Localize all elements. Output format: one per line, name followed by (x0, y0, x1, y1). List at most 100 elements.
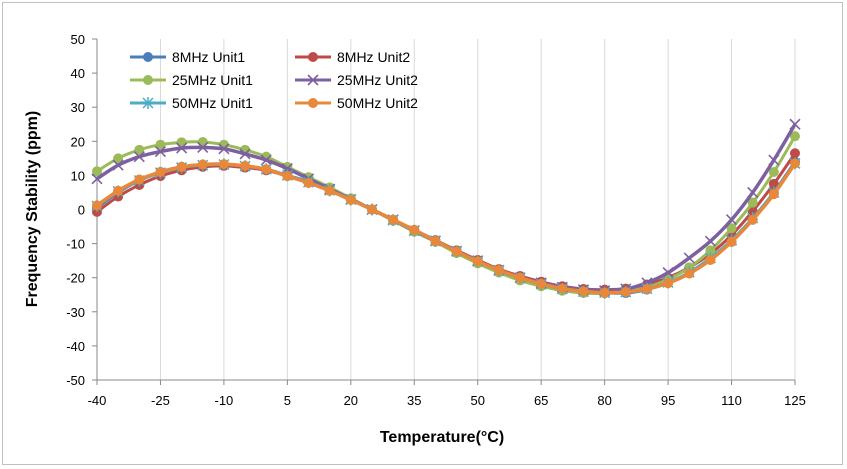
marker-stroke (154, 145, 167, 158)
y-tick-label: 10 (71, 168, 85, 183)
legend-marker (143, 75, 153, 85)
x-tick-label: 65 (534, 393, 548, 408)
data-point (218, 143, 230, 155)
legend-item: 8MHz Unit1 (130, 49, 245, 65)
x-tick-label: -10 (215, 393, 234, 408)
data-point (493, 265, 504, 276)
data-point (239, 148, 251, 160)
marker-stroke (789, 118, 801, 130)
legend-label: 50MHz Unit2 (337, 95, 418, 111)
y-tick-label: -40 (66, 339, 85, 354)
data-point (726, 223, 737, 234)
plot-area (91, 118, 801, 299)
data-point (472, 256, 483, 267)
data-point (324, 185, 335, 196)
data-point (261, 164, 272, 175)
data-point (768, 166, 779, 177)
data-point (197, 141, 209, 154)
x-axis-label: Temperature(°C) (380, 429, 504, 446)
data-point (663, 278, 674, 289)
data-point (641, 283, 652, 294)
y-tick-label: 30 (71, 100, 85, 115)
legend: 8MHz Unit1 8MHz Unit2 25MHz Unit1 25MHz Uni… (130, 49, 418, 111)
data-point (726, 236, 737, 247)
data-point (260, 154, 272, 166)
data-point (768, 189, 779, 200)
y-tick-label: -20 (66, 271, 85, 286)
marker-stroke (307, 74, 319, 86)
y-tick-label: 0 (78, 203, 85, 218)
legend-marker (308, 52, 318, 62)
x-tick-label: 20 (344, 393, 358, 408)
axes (92, 38, 796, 385)
legend-item: 25MHz Unit1 (130, 72, 253, 88)
data-point (725, 214, 738, 226)
data-point (176, 142, 188, 154)
x-tick-label: 50 (470, 393, 484, 408)
marker-stroke (218, 143, 230, 155)
data-point (303, 177, 314, 188)
data-point (155, 139, 166, 150)
marker-stroke (176, 142, 188, 154)
y-tick-label: -10 (66, 237, 85, 252)
x-tick-label: 80 (597, 393, 611, 408)
marker-stroke (683, 252, 695, 264)
legend-item: 25MHz Unit2 (295, 72, 418, 88)
data-point (134, 144, 145, 155)
x-tick-label: 5 (284, 393, 291, 408)
marker-stroke (747, 186, 759, 199)
data-point (388, 214, 399, 225)
y-tick-label: 20 (71, 134, 85, 149)
data-point (768, 154, 780, 166)
marker-stroke (133, 151, 145, 163)
marker-stroke (91, 173, 103, 185)
data-point (345, 194, 356, 205)
data-point (683, 252, 695, 264)
data-point (430, 235, 441, 246)
x-tick-label: -40 (88, 393, 107, 408)
data-point (599, 287, 610, 298)
legend-item: 50MHz Unit1 (130, 95, 253, 111)
legend-label: 25MHz Unit2 (337, 72, 418, 88)
marker-stroke (725, 214, 738, 226)
data-point (113, 153, 124, 164)
legend-item: 8MHz Unit2 (295, 49, 410, 65)
y-tick-label: -30 (66, 305, 85, 320)
data-point (789, 118, 801, 130)
legend-marker (142, 97, 154, 109)
marker-stroke (768, 154, 780, 166)
data-point (536, 278, 547, 289)
data-point (557, 283, 568, 294)
legend-label: 8MHz Unit1 (172, 49, 245, 65)
data-point (240, 160, 251, 171)
y-tick-label: -50 (66, 373, 85, 388)
data-point (662, 267, 674, 279)
x-tick-label: 95 (661, 393, 675, 408)
x-tick-label: 125 (784, 393, 806, 408)
marker-stroke (662, 267, 674, 279)
data-point (366, 204, 377, 215)
grid-lines (159, 39, 796, 380)
data-point (451, 246, 462, 257)
data-point (409, 224, 420, 235)
series-50mhz-unit1 (91, 157, 801, 299)
series-line (95, 162, 797, 295)
marker-stroke (112, 159, 124, 171)
data-point (790, 158, 800, 169)
x-tick-label: -25 (151, 393, 170, 408)
series-50mhz-unit2 (92, 158, 800, 298)
data-point (197, 159, 208, 170)
y-tick-label: 50 (71, 32, 85, 47)
data-point (218, 159, 229, 170)
data-point (92, 200, 102, 211)
data-point (578, 286, 589, 297)
data-point (790, 131, 800, 142)
marker-stroke (197, 141, 209, 154)
legend-item: 50MHz Unit2 (295, 95, 418, 111)
marker-stroke (704, 235, 716, 247)
legend-marker (307, 74, 319, 86)
x-tick-label: 35 (407, 393, 421, 408)
data-point (155, 166, 166, 177)
